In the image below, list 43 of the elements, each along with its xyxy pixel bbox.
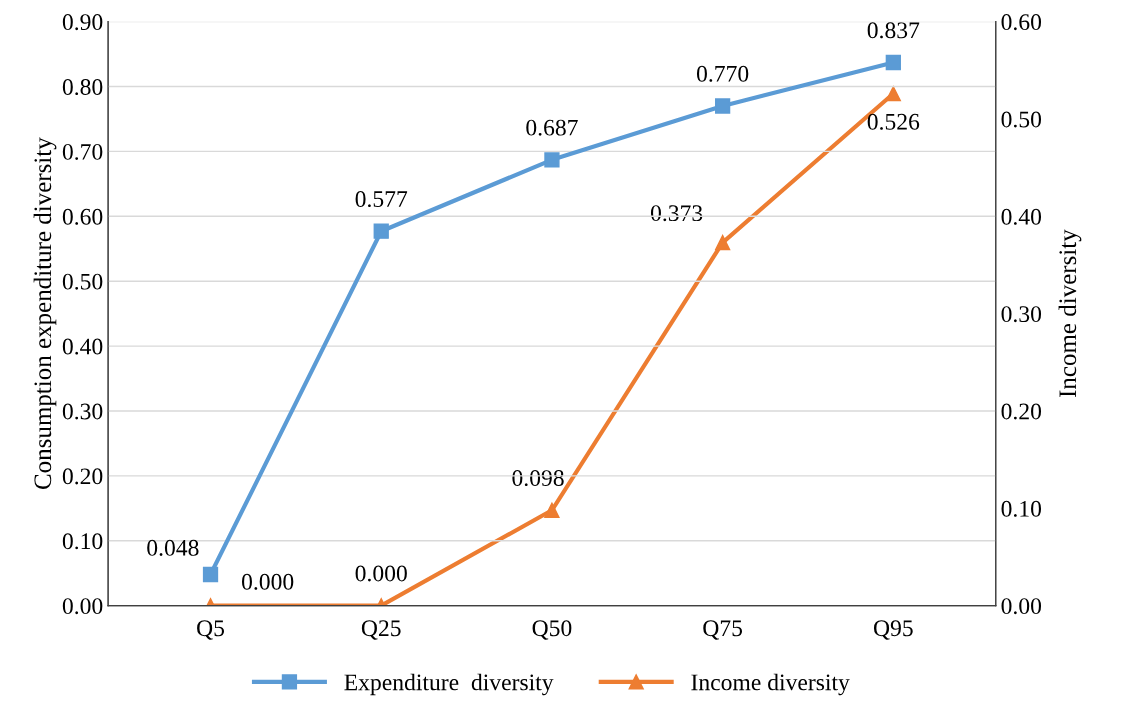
point — [202, 566, 219, 583]
data-label: 0.000 — [241, 573, 294, 590]
x-tick-label: Q95 — [873, 620, 913, 640]
y2-axis-title: Income diversity — [1058, 229, 1082, 398]
y-tick-label: 0.20 — [62, 468, 103, 485]
y2-tick-label: 0.20 — [1001, 403, 1042, 420]
legend-label: Expenditure diversity — [344, 673, 554, 696]
y2-tick-label: 0.60 — [1001, 14, 1042, 31]
data-label: 0.000 — [355, 565, 407, 582]
data-label: 0.770 — [696, 65, 749, 82]
x-tick-label: Q5 — [197, 620, 225, 640]
y-axis-title: Consumption expenditure diversity — [33, 137, 57, 489]
y2-tick-label: 0.00 — [1001, 598, 1042, 615]
point — [373, 223, 389, 239]
data-label: 0.048 — [147, 539, 199, 556]
y2-tick-label: 0.40 — [1001, 208, 1042, 225]
y-tick-label: 0.80 — [62, 79, 103, 96]
x-tick-label: Q25 — [361, 620, 401, 640]
y-tick-label: 0.10 — [62, 533, 103, 550]
data-label: 0.098 — [512, 470, 564, 487]
y2-tick-label: 0.10 — [1001, 500, 1042, 517]
point — [885, 86, 901, 102]
data-label: 0.577 — [355, 191, 408, 208]
x-tick-label: Q50 — [532, 620, 572, 640]
y-tick-label: 0.70 — [62, 143, 103, 160]
legend-label: Income diversity — [691, 673, 850, 696]
y-tick-label: 0.40 — [62, 338, 103, 355]
y-tick-label: 0.90 — [62, 14, 103, 31]
data-label: 0.837 — [867, 22, 920, 39]
point — [714, 98, 731, 114]
x-tick-label: Q75 — [703, 620, 743, 640]
data-label: 0.687 — [526, 119, 578, 136]
data-label: 0.373 — [650, 205, 703, 222]
y2-tick-label: 0.50 — [1001, 111, 1042, 128]
point — [714, 234, 731, 251]
y-tick-label: 0.00 — [62, 598, 103, 615]
data-label: 0.526 — [867, 113, 920, 130]
point — [885, 54, 901, 71]
y-tick-label: 0.60 — [62, 208, 103, 225]
y2-tick-label: 0.30 — [1001, 306, 1042, 323]
y-tick-label: 0.50 — [62, 273, 103, 290]
y-tick-label: 0.30 — [62, 403, 103, 420]
point — [544, 152, 560, 168]
